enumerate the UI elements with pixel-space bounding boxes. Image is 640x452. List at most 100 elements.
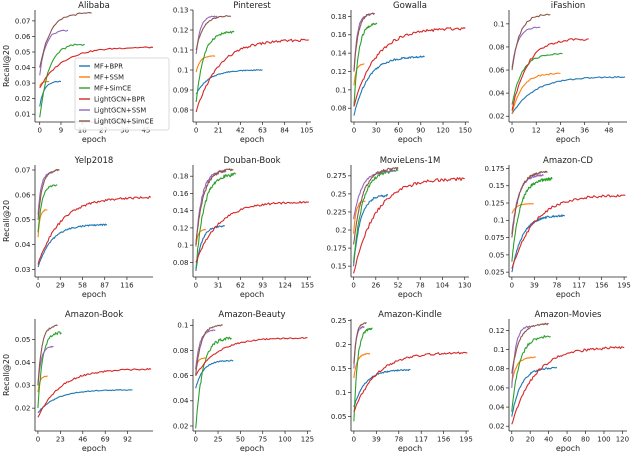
x-axis-label: epoch [82, 135, 106, 144]
x-tick-label: 50 [236, 436, 245, 444]
x-axis-label: epoch [398, 290, 422, 299]
x-tick-label: 0 [352, 127, 356, 135]
series-line-lightgcn-bpr [511, 194, 626, 269]
series-line-mf-simce [353, 327, 373, 422]
y-tick-label: 0.1 [177, 66, 188, 74]
series-line-mf-bpr [195, 359, 234, 389]
x-tick-label: 84 [280, 127, 289, 135]
legend-label: LightGCN+BPR [94, 95, 146, 103]
x-tick-label: 36 [580, 127, 589, 135]
series-line-lightgcn-simce [511, 170, 548, 238]
x-axis-label: epoch [556, 444, 580, 452]
x-tick-label: 0 [37, 127, 41, 135]
subplot-movielens-1m: MovieLens-1M 0 26 52 78 104 130 0.15 0.175 0.2 0.2… [326, 156, 471, 299]
series-line-lightgcn-simce [195, 324, 223, 376]
x-tick-label: 39 [530, 282, 539, 290]
y-tick-label: 0.18 [331, 13, 347, 21]
y-tick-label: 0.12 [489, 327, 505, 335]
x-tick-label: 42 [236, 127, 245, 135]
series-line-mf-bpr [511, 366, 558, 417]
x-tick-label: 46 [78, 436, 87, 444]
x-tick-label: 116 [120, 282, 134, 290]
subplot-title: Amazon-Beauty [218, 310, 285, 320]
series-line-lightgcn-ssm [511, 325, 531, 388]
legend-label: LightGCN+SimCE [94, 117, 154, 125]
y-tick-label: 0.04 [489, 90, 505, 98]
y-tick-label: 0.1 [177, 242, 188, 250]
x-tick-label: 0 [36, 282, 40, 290]
y-tick-label: 0.08 [489, 365, 505, 373]
y-tick-label: 0.15 [489, 182, 505, 190]
series-line-mf-ssm [195, 55, 216, 73]
y-tick-label: 0.225 [326, 208, 346, 216]
x-axis-label: epoch [82, 290, 106, 299]
x-tick-label: 9 [59, 127, 63, 135]
x-tick-label: 29 [56, 282, 65, 290]
x-tick-label: 78 [394, 436, 403, 444]
series-line-mf-bpr [37, 389, 133, 414]
x-tick-label: 62 [236, 282, 245, 290]
y-tick-label: 0.06 [489, 384, 505, 392]
y-axis-label: Recall@20 [2, 200, 11, 242]
x-tick-label: 124 [278, 282, 292, 290]
y-tick-label: 0.14 [173, 207, 189, 215]
x-tick-label: 125 [301, 436, 314, 444]
series-line-mf-ssm [511, 72, 561, 115]
y-tick-label: 0.02 [489, 423, 505, 431]
y-tick-label: 0.01 [15, 111, 31, 119]
y-tick-label: 0.12 [173, 26, 189, 34]
series-line-mf-simce [39, 43, 85, 118]
y-tick-label: 0.08 [173, 347, 189, 355]
x-tick-label: 80 [581, 436, 590, 444]
series-line-mf-bpr [37, 223, 108, 268]
series-line-mf-bpr [195, 225, 226, 272]
y-tick-label: 0.1 [177, 322, 188, 330]
x-tick-label: 117 [415, 436, 428, 444]
series-line-lightgcn-simce [353, 322, 367, 364]
series-line-mf-simce [511, 334, 551, 412]
subplot-yelp2018: Yelp2018 0 29 58 87 116 0.03 0.04 0.05 0.06 0.07 ep… [2, 156, 153, 299]
x-tick-label: 63 [258, 127, 267, 135]
x-axis-label: epoch [556, 135, 580, 144]
subplot-title: MovieLens-1M [380, 156, 441, 166]
x-tick-label: 0 [193, 436, 197, 444]
y-tick-label: 0.04 [15, 64, 31, 72]
x-axis-label: epoch [240, 135, 264, 144]
series-line-lightgcn-bpr [39, 46, 154, 89]
series-line-lightgcn-ssm [353, 169, 395, 220]
x-tick-label: 52 [394, 282, 403, 290]
y-tick-label: 0.04 [173, 397, 189, 405]
y-tick-label: 0.175 [326, 244, 346, 252]
series-line-lightgcn-simce [37, 168, 60, 220]
subplot-title: Amazon-Movies [534, 310, 602, 320]
series-line-mf-simce [37, 331, 62, 409]
series-line-lightgcn-bpr [353, 27, 466, 107]
x-axis-label: epoch [82, 444, 106, 452]
x-tick-label: 69 [101, 436, 110, 444]
x-tick-label: 117 [573, 282, 586, 290]
x-tick-label: 18 [78, 127, 87, 135]
legend-label: LightGCN+SSM [94, 106, 146, 114]
x-tick-label: 0 [352, 436, 356, 444]
series-line-lightgcn-bpr [37, 195, 152, 265]
legend-box [74, 57, 170, 131]
y-tick-label: 0.1 [493, 346, 504, 354]
x-axis-label: epoch [240, 444, 264, 452]
subplot-title: Gowalla [393, 1, 427, 11]
x-tick-label: 120 [436, 127, 449, 135]
y-tick-label: 0.07 [15, 166, 31, 174]
series-line-lightgcn-ssm [195, 170, 227, 246]
x-tick-label: 87 [100, 282, 109, 290]
x-tick-label: 93 [258, 282, 267, 290]
x-tick-label: 0 [510, 127, 514, 135]
x-tick-label: 0 [510, 282, 514, 290]
y-tick-label: 0.25 [331, 190, 347, 198]
series-line-lightgcn-simce [37, 324, 58, 386]
series-line-lightgcn-simce [511, 322, 549, 374]
y-tick-label: 0.15 [331, 365, 347, 373]
series-line-mf-bpr [511, 214, 566, 273]
subplot-title: Amazon-CD [543, 156, 593, 166]
y-tick-label: 0.15 [331, 263, 347, 271]
y-tick-label: 0.175 [484, 165, 504, 173]
subplot-amazon-kindle: Amazon-Kindle 0 39 78 117 156 195 0.05 0.1 0.15 0.… [331, 310, 473, 452]
